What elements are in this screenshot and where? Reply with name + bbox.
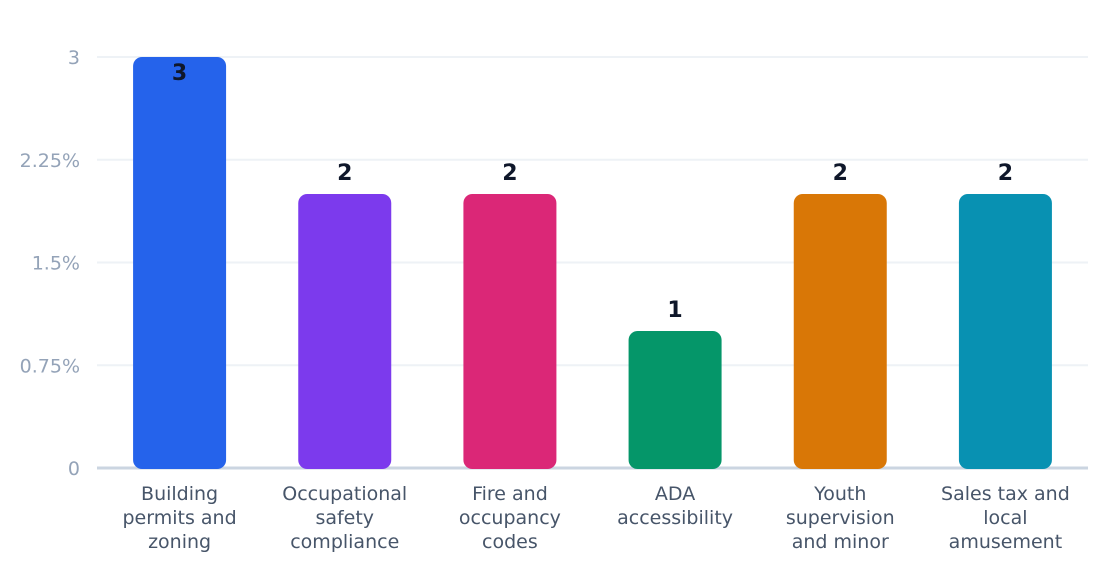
- x-tick-label-line: Occupational: [282, 483, 407, 505]
- x-tick-label: Fire and occupancy codes: [459, 483, 561, 553]
- x-tick-label: Occupational safety compliance: [282, 483, 407, 553]
- x-tick-label-line: Building: [141, 483, 218, 505]
- x-tick-label-line: local: [983, 507, 1027, 529]
- labels: 0 0.75% 1.5% 2.25% 3 3 Building permits and zoni…: [20, 47, 1070, 553]
- data-label: 1: [667, 298, 682, 323]
- gridlines: [97, 56, 1088, 367]
- y-tick-label: 0.75%: [20, 355, 80, 377]
- y-tick-label: 1.5%: [32, 253, 80, 275]
- y-tick-label: 2.25%: [20, 150, 80, 172]
- x-tick-label-line: permits and: [123, 507, 237, 529]
- x-tick-label-line: Fire and: [472, 483, 548, 505]
- y-tick-label: 3: [68, 47, 80, 69]
- x-tick-label-line: ADA: [655, 483, 695, 505]
- x-tick-label: Building permits and zoning: [123, 483, 237, 553]
- bar: [298, 194, 392, 469]
- bar: [628, 331, 722, 469]
- data-label: 2: [337, 161, 352, 186]
- data-label: 2: [998, 161, 1013, 186]
- y-tick-label: 0: [68, 458, 80, 480]
- x-tick-label-line: amusement: [949, 531, 1062, 553]
- bars: [133, 57, 1052, 469]
- x-tick-label-line: and minor: [792, 531, 889, 553]
- x-tick-label-line: accessibility: [617, 507, 733, 529]
- x-tick-label-line: occupancy: [459, 507, 561, 529]
- x-tick-label: Sales tax and local amusement: [941, 483, 1070, 553]
- x-tick-label-line: supervision: [786, 507, 895, 529]
- x-tick-label-line: Sales tax and: [941, 483, 1070, 505]
- data-label: 2: [502, 161, 517, 186]
- x-tick-label-line: codes: [482, 531, 538, 553]
- x-tick-label-line: zoning: [148, 531, 211, 553]
- bar: [793, 194, 887, 469]
- x-tick-label-line: compliance: [290, 531, 399, 553]
- x-tick-label-line: safety: [315, 507, 374, 529]
- bar: [133, 57, 227, 469]
- bar: [958, 194, 1052, 469]
- x-tick-label: Youth supervision and minor: [786, 483, 895, 553]
- data-label: 2: [833, 161, 848, 186]
- bar: [463, 194, 557, 469]
- x-tick-label: ADA accessibility: [617, 483, 733, 529]
- data-label: 3: [172, 61, 187, 86]
- x-tick-label-line: Youth: [813, 483, 866, 505]
